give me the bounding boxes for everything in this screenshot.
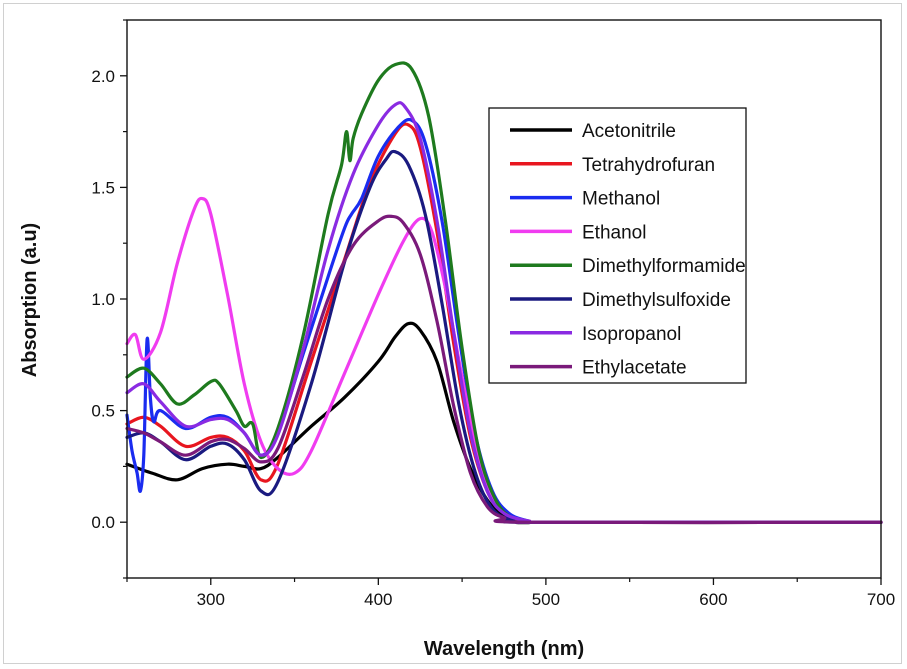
y-axis-title: Absorption (a.u): [19, 223, 41, 377]
y-tick-label: 1.5: [91, 178, 115, 197]
legend-label: Isopropanol: [582, 324, 681, 345]
legend-label: Dimethylsulfoxide: [582, 290, 731, 311]
y-tick-label: 2.0: [91, 67, 115, 86]
series-layer: [125, 61, 883, 525]
x-tick-label: 700: [867, 590, 895, 609]
legend-label: Ethylacetate: [582, 358, 687, 379]
legend-label: Methanol: [582, 189, 660, 210]
legend-label: Dimethylformamide: [582, 256, 746, 277]
chart-frame: [3, 3, 902, 664]
legend-label: Acetonitrile: [582, 121, 676, 142]
y-tick-label: 0.0: [91, 513, 115, 532]
y-tick-label: 0.5: [91, 402, 115, 421]
x-tick-label: 400: [364, 590, 392, 609]
legend-label: Ethanol: [582, 222, 646, 243]
legend: Acetonitrile Tetrahydrofuran Methanol Ethan…: [488, 107, 747, 384]
x-tick-label: 300: [197, 590, 225, 609]
x-tick-label: 500: [532, 590, 560, 609]
x-axis-title: Wavelength (nm): [424, 638, 584, 660]
x-tick-label: 600: [699, 590, 727, 609]
legend-box: [488, 107, 747, 384]
series-line-isopropanol: [125, 101, 883, 524]
series-line-ethylacetate: [125, 214, 883, 525]
legend-label: Tetrahydrofuran: [582, 155, 715, 176]
series-line-dimethylformamide: [125, 61, 883, 525]
y-tick-label: 1.0: [91, 290, 115, 309]
ticks-layer: 300 400 500 600 700 0.0 0.5 1.0 1.5 2.0: [91, 19, 895, 609]
